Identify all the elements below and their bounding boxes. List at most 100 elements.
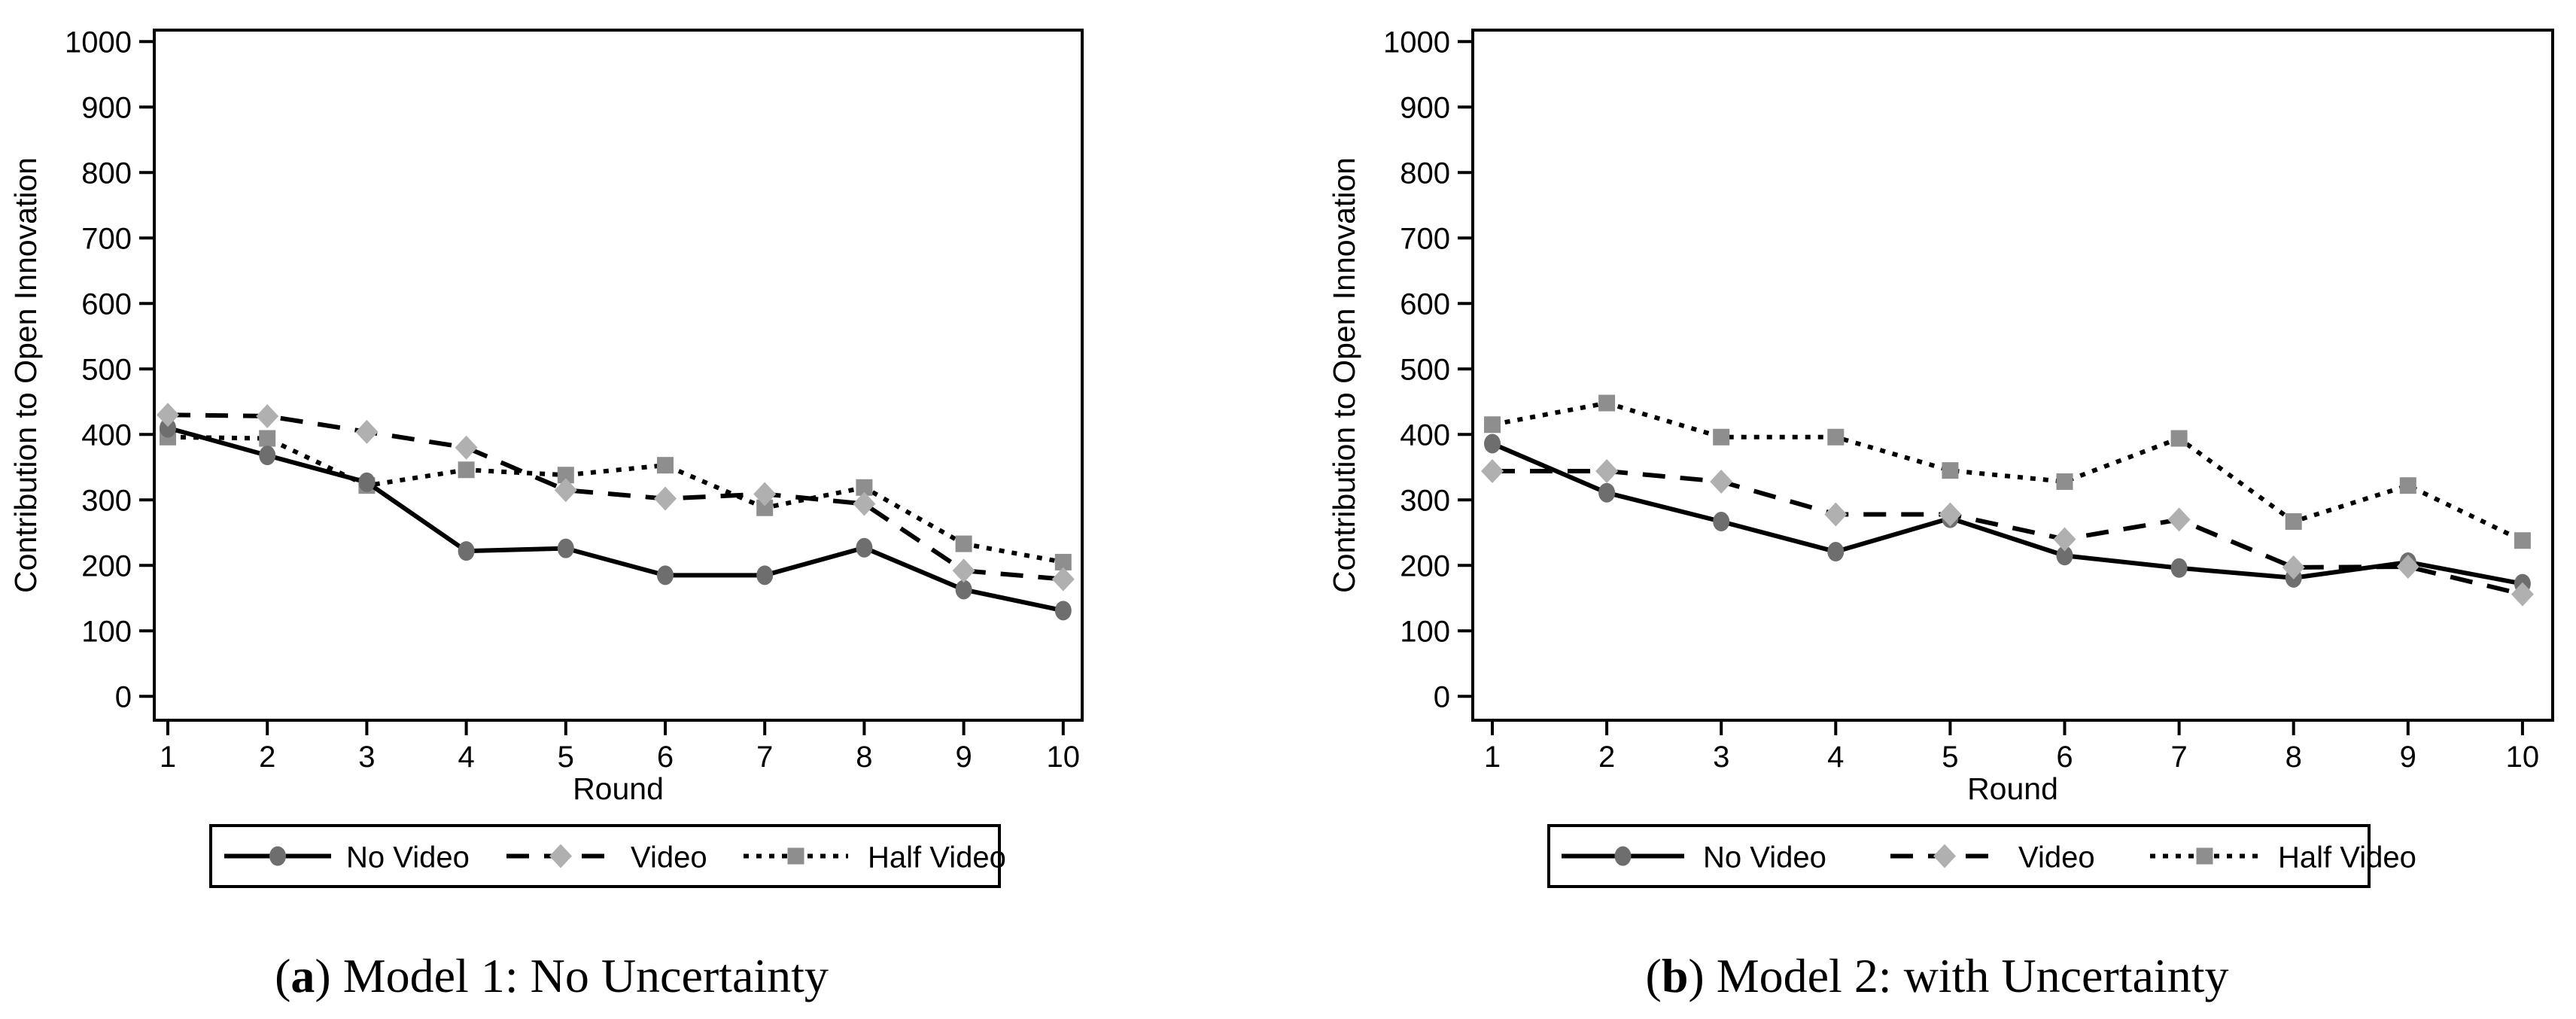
x-tick-label: 9 [955, 741, 972, 774]
circle-data-point-marker [160, 418, 176, 438]
x-tick-label: 4 [458, 741, 474, 774]
caption-close-paren: ) [1688, 949, 1704, 1002]
legend-box [209, 824, 1001, 888]
series-line-circle [167, 425, 1064, 613]
square-data-point-marker [1713, 428, 1730, 446]
circle-data-point-marker [358, 472, 376, 492]
square-data-point-marker [2056, 473, 2073, 490]
diamond-data-point-marker [952, 558, 975, 583]
diamond-data-point-marker [355, 419, 379, 444]
square-data-point-marker [657, 457, 674, 474]
y-tick-label: 100 [1400, 615, 1450, 648]
circle-data-point-marker [259, 446, 276, 466]
y-tick-label: 300 [81, 484, 132, 517]
square-data-point-marker [2514, 532, 2531, 549]
y-tick-label: 0 [1434, 680, 1450, 713]
legend-label: Video [2018, 841, 2095, 875]
chart-panel-b: 0 100 200 300 400 500 600 700 800 900 1000 1 2 3 4 5 6 7 8… [1288, 0, 2576, 1019]
x-tick-label: 8 [2286, 741, 2302, 774]
caption-text: Model 2: with Uncertainty [1705, 949, 2229, 1002]
x-tick-label: 1 [160, 741, 176, 774]
square-data-point-marker [259, 430, 276, 447]
y-tick-label: 700 [81, 222, 132, 255]
legend-label: Half Video [2278, 841, 2416, 875]
x-tick-label: 6 [657, 741, 674, 774]
x-tick-label: 5 [558, 741, 574, 774]
square-data-point-marker [1827, 428, 1845, 446]
caption-text: Model 1: No Uncertainty [331, 949, 829, 1002]
diamond-data-point-marker [2282, 555, 2305, 579]
chart-panel-a: 0 100 200 300 400 500 600 700 800 900 1000 1 2 3 4 5 6 7 8… [8, 26, 1084, 1002]
panel-caption: (a) Model 1: No Uncertainty [275, 949, 829, 1002]
x-tick-label: 5 [1942, 741, 1958, 774]
x-tick-label: 4 [1827, 741, 1844, 774]
x-tick-label: 6 [2056, 741, 2073, 774]
square-data-point-marker [856, 479, 873, 496]
series-line-circle [1491, 441, 2523, 586]
diamond-data-point-marker [455, 435, 478, 460]
caption-panel-letter: b [1662, 949, 1689, 1002]
diamond-data-point-marker [654, 486, 677, 511]
x-tick-label: 2 [259, 741, 275, 774]
y-tick-label: 100 [81, 615, 132, 648]
diamond-data-point-marker [1595, 459, 1619, 484]
circle-data-point-marker [1054, 601, 1072, 621]
diamond-data-point-marker [1481, 459, 1504, 484]
y-axis-title: Contribution to Open Innovation [8, 157, 43, 593]
circle-data-point-marker [1598, 482, 1616, 503]
y-tick-label: 500 [81, 353, 132, 386]
x-tick-label: 10 [2506, 741, 2540, 774]
square-data-point-marker [1942, 462, 1959, 479]
y-tick-label: 400 [1400, 418, 1450, 452]
caption-panel-letter: a [290, 949, 315, 1002]
square-data-point-marker [756, 499, 774, 516]
y-tick-label: 200 [1400, 549, 1450, 583]
legend-label: Video [631, 841, 707, 875]
y-axis-title: Contribution to Open Innovation [1327, 157, 1361, 593]
diamond-data-point-marker [853, 491, 876, 516]
y-tick-label: 400 [81, 418, 132, 452]
x-axis-title: Round [1967, 771, 2058, 806]
square-data-point-marker [458, 461, 475, 479]
y-tick-label: 500 [1400, 353, 1450, 386]
y-tick-label: 900 [81, 91, 132, 124]
x-tick-label: 9 [2400, 741, 2416, 774]
square-data-point-marker [1598, 394, 1616, 412]
legend-label: Half Video [868, 841, 1006, 875]
legend-diamond-marker [549, 844, 572, 868]
y-tick-label: 800 [1400, 157, 1450, 190]
y-tick-label: 900 [1400, 91, 1450, 124]
x-tick-label: 7 [756, 741, 773, 774]
circle-data-point-marker [2056, 546, 2073, 566]
circle-data-point-marker [657, 565, 674, 586]
series-line-square [1492, 400, 2524, 543]
legend-circle-marker [1614, 846, 1632, 866]
legend-circle-marker [269, 846, 286, 866]
square-data-point-marker [1054, 553, 1072, 570]
diamond-data-point-marker [1824, 502, 1848, 527]
square-data-point-marker [557, 467, 574, 484]
series-line-square [167, 434, 1064, 564]
diamond-data-point-marker [1051, 567, 1075, 592]
diamond-data-point-marker [1710, 469, 1733, 494]
series-line-diamond [167, 412, 1064, 582]
y-tick-label: 300 [1400, 484, 1450, 517]
legend-square-marker [787, 847, 804, 865]
x-tick-label: 3 [358, 741, 375, 774]
diamond-data-point-marker [753, 482, 777, 506]
caption-open-paren: ( [275, 949, 290, 1002]
circle-data-point-marker [458, 541, 475, 561]
caption-open-paren: ( [1646, 949, 1662, 1002]
circle-data-point-marker [1484, 433, 1501, 454]
legend-square-marker [2196, 847, 2213, 865]
legend-label: No Video [346, 841, 470, 875]
x-tick-label: 1 [1484, 741, 1501, 774]
y-tick-label: 1000 [1383, 26, 1450, 59]
circle-data-point-marker [955, 579, 972, 600]
diamond-data-point-marker [256, 403, 279, 428]
diamond-data-point-marker [554, 478, 577, 503]
square-data-point-marker [2399, 477, 2416, 494]
panel-caption: (b) Model 2: with Uncertainty [1646, 949, 2229, 1002]
diamond-data-point-marker [2511, 582, 2534, 607]
